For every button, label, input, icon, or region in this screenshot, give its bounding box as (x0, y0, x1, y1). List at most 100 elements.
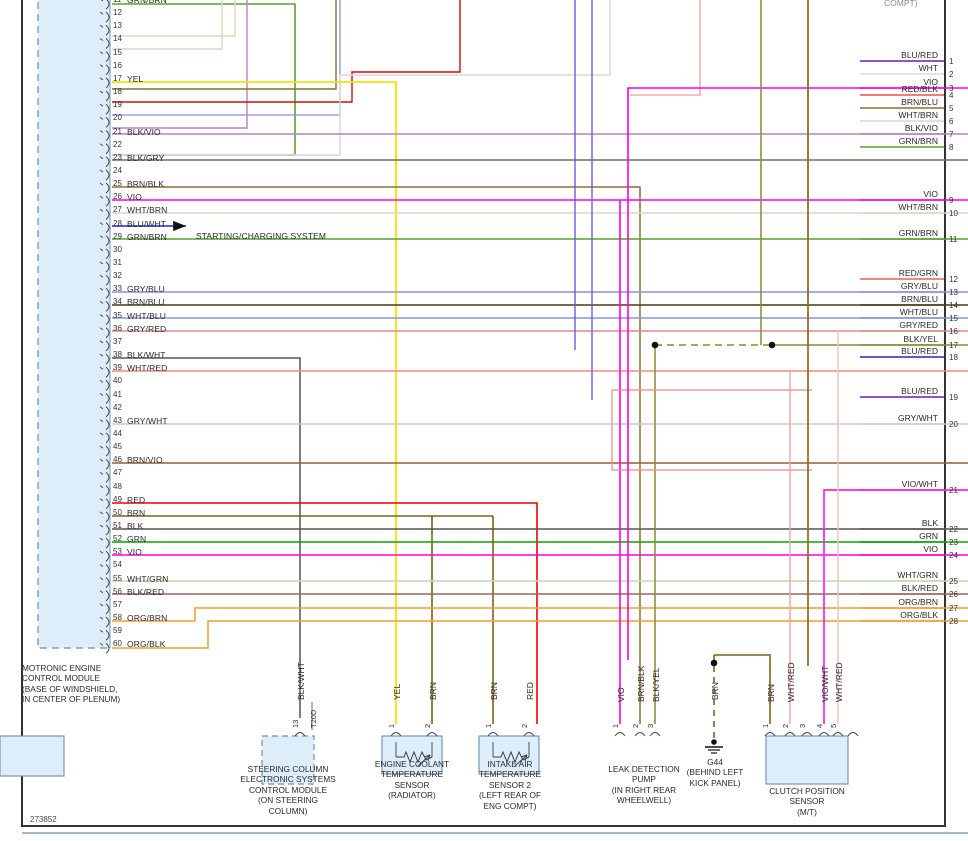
figure-number: 273852 (30, 815, 57, 824)
ecm-pin-number: 25 (113, 179, 122, 189)
wire-network (112, 0, 968, 754)
right-connector-pin-number: 17 (949, 341, 958, 350)
vertical-wire-label: BRN (428, 682, 438, 700)
caption-ground-g44: G44 (BEHIND LEFT KICK PANEL) (672, 757, 758, 788)
ecm-pin-hook (105, 577, 110, 588)
ecm-pin-number: 49 (113, 494, 122, 504)
right-connector-pin-number: 14 (949, 301, 958, 310)
ecm-pin-hook (105, 287, 110, 299)
ecm-pin-number: 54 (113, 560, 122, 570)
right-connector-stubs (860, 60, 944, 622)
ecm-pin-number: 22 (113, 139, 122, 149)
right-connector-pin-label: ORG/BLK (900, 610, 938, 620)
caption-leak-detection-pump: LEAK DETECTION PUMP (IN RIGHT REAR WHEEL… (600, 764, 688, 806)
right-connector-pin-number: 13 (949, 288, 958, 297)
component-pin-number: 1 (611, 723, 620, 728)
right-connector-pin-label: GRN/BRN (898, 228, 938, 238)
vertical-wire-label: BRN (489, 682, 499, 700)
ecm-pin-number: 30 (113, 244, 122, 254)
ecm-pin-hooks (99, 0, 110, 654)
ecm-pin-hook (105, 51, 110, 62)
cap-line: PUMP (632, 774, 656, 785)
ecm-pin-label: GRN (127, 534, 147, 545)
vertical-wire-label: BLK/WHT (296, 662, 306, 700)
ecm-pin-number: 16 (113, 60, 122, 70)
box-steering-column-module (261, 735, 315, 785)
right-connector-pin-label: VIO (923, 77, 938, 87)
ecm-pin-hook (105, 340, 110, 352)
ecm-pin-number: 27 (113, 205, 122, 215)
component-pin-number: 3 (798, 723, 807, 728)
ecm-pin-number: 31 (113, 258, 122, 267)
ecm-pin-hook (105, 537, 110, 549)
ecm-caption-line-1: MOTRONIC ENGINE (22, 663, 102, 673)
ecm-pin-number: 11 (113, 0, 121, 4)
right-connector-pin-number: 3 (949, 84, 954, 93)
cap-line: ENG COMPT) (483, 800, 537, 811)
ecm-pin-label: BLU/WHT (127, 218, 166, 229)
ecm-pin-hook (105, 353, 110, 365)
ecm-pin-label: WHT/GRN (127, 573, 169, 584)
top-cut-label: COMPT) (884, 0, 918, 8)
ecm-pin-number: 52 (113, 534, 122, 544)
ecm-pin-hook (105, 380, 110, 391)
vertical-wire-label: YEL (392, 683, 402, 700)
ecm-pin-hook (105, 327, 110, 339)
ecm-pin-hook (105, 38, 110, 49)
component-pin-number: 13 (291, 719, 300, 728)
cap-line: SENSOR (789, 796, 825, 807)
ecm-pin-hook (105, 301, 110, 312)
right-connector-pin-number: 8 (949, 143, 954, 152)
ecm-pin-hook (105, 445, 110, 457)
ecm-pin-hook (105, 248, 110, 260)
ecm-pin-label: BRN/BLK (127, 179, 165, 190)
right-connector-pin-label: GRN/BRN (898, 136, 938, 146)
caption-engine-coolant-temperature-sensor: ENGINE COOLANT TEMPERATURE SENSOR (RADIA… (372, 759, 452, 801)
ecm-pin-label: BLK (127, 521, 144, 531)
component-pin-number: 2 (520, 723, 529, 728)
ecm-pin-number: 23 (113, 152, 122, 162)
ecm-pin-label: BRN/BLU (127, 297, 165, 308)
vertical-wire-label: BRN (766, 684, 776, 702)
cap-line: TEMPERATURE (478, 769, 542, 780)
ecm-pin-number: 57 (113, 599, 122, 609)
right-connector-pin-number: 2 (949, 70, 954, 79)
ecm-pin-label: GRN/BRN (127, 231, 167, 242)
page-border (21, 0, 968, 834)
right-connector-pin-label: WHT/BRN (898, 110, 938, 120)
component-pin-number: 2 (631, 723, 640, 728)
component-pin-hook (614, 732, 626, 737)
right-connector-pin-label: BLU/RED (901, 50, 938, 60)
ecm-pin-hook (105, 103, 110, 115)
component-pin-number: 5 (829, 723, 838, 728)
ecm-pin-hook (105, 169, 110, 181)
component-pin-hook (426, 732, 438, 737)
ecm-pin-label: WHT/RED (127, 363, 168, 374)
right-connector-pin-number: 23 (949, 538, 958, 547)
ecm-pin-hook (105, 472, 110, 483)
component-pin-hook (832, 732, 844, 737)
ecm-pin-label: RED (127, 494, 146, 505)
component-pin-hook (649, 732, 661, 737)
component-pin-hook (390, 732, 402, 737)
ecm-pin-number: 19 (113, 100, 122, 110)
cap-line: (IN RIGHT REAR (611, 784, 677, 795)
ecm-pin-label: ORG/BLK (127, 639, 166, 650)
right-connector-pin-number: 28 (949, 617, 958, 626)
cap-line: (BEHIND LEFT (686, 767, 744, 778)
right-connector-pin-number: 1 (949, 57, 954, 66)
ecm-pin-number: 60 (113, 639, 122, 649)
ecm-pin-hook (105, 524, 110, 536)
ecm-pin-number: 37 (113, 336, 122, 346)
ecm-pin-number: 48 (113, 481, 122, 491)
ecm-pin-hook (105, 458, 110, 470)
cap-line: LEAK DETECTION (608, 764, 680, 774)
component-pin-number: 1 (484, 723, 493, 728)
ecm-pin-number: 40 (113, 376, 122, 386)
ecm-pin-number: 13 (113, 21, 122, 31)
component-pin-hooks (294, 702, 859, 737)
ecm-pin-number: 38 (113, 350, 122, 360)
component-pin-number: 3 (646, 723, 655, 728)
right-connector-pin-label: WHT/BLU (899, 307, 938, 317)
